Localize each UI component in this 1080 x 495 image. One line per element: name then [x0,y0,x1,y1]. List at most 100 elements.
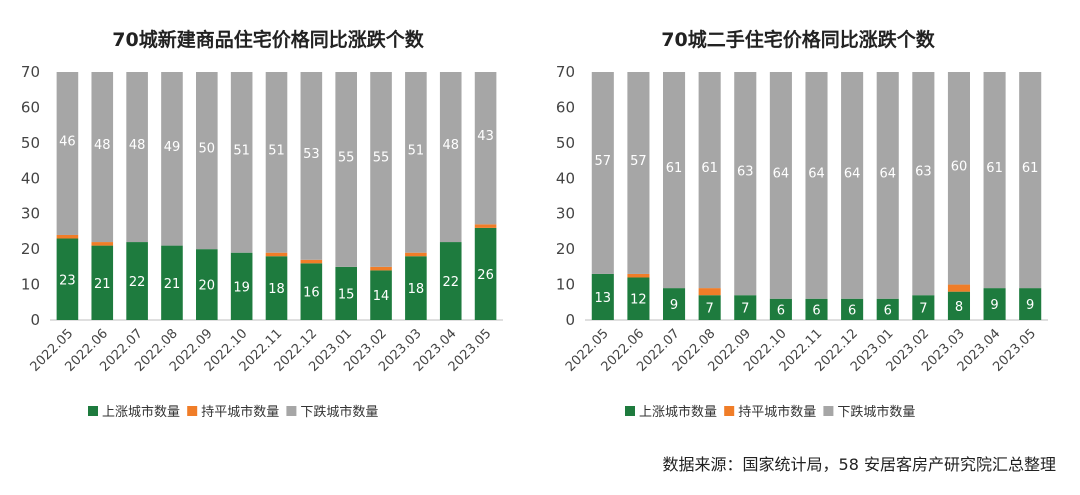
data-label: 61 [666,161,683,176]
bar-segment [474,72,497,225]
data-label: 7 [706,302,714,317]
data-label: 8 [955,300,963,315]
bar-segment [662,288,686,320]
bar-segment [1019,72,1042,289]
bar-segment [474,224,497,228]
legend-swatch [286,406,297,416]
data-label: 64 [879,166,896,181]
y-tick-label: 70 [556,63,575,81]
data-label: 48 [442,138,459,153]
bar-segment [947,284,971,292]
bar-segment [370,266,392,271]
y-tick-label: 40 [556,169,575,187]
data-label: 6 [848,303,856,318]
bar-segment [300,263,323,320]
bar-segment [161,245,183,320]
data-label: 43 [477,129,494,144]
bar-segment [769,72,792,299]
legend-label: 上涨城市数量 [102,404,180,420]
bar-segment [56,72,79,235]
data-label: 48 [129,138,146,153]
bar-segment [230,252,253,320]
legend-label: 持平城市数量 [738,404,816,420]
bar-segment [56,238,79,320]
data-label: 51 [408,143,425,158]
data-label: 51 [268,143,285,158]
bar-segment [841,72,864,299]
bar-segment [230,72,253,253]
data-label: 61 [701,161,718,176]
bar-segment [56,234,79,239]
bar-segment [627,72,650,274]
data-label: 22 [129,275,146,290]
data-label: 57 [595,154,612,169]
bar-segment [698,288,721,296]
y-tick-label: 10 [556,276,575,294]
data-label: 6 [777,303,785,318]
bar-segment [841,298,864,320]
bar-segment [805,72,828,299]
data-label: 7 [919,302,927,317]
legend-swatch [724,406,735,416]
bar-segment [126,242,148,320]
y-tick-label: 20 [21,240,40,258]
bar-segment [335,266,357,320]
data-label: 9 [1026,298,1034,313]
data-label: 64 [773,166,790,181]
y-tick-label: 30 [556,205,575,223]
legend-label: 上涨城市数量 [639,404,717,420]
bar-segment [662,72,686,289]
bar-segment [805,298,828,320]
bar-segment [734,295,757,320]
data-label: 57 [630,154,647,169]
bar-segment [591,72,614,274]
data-label: 64 [844,166,861,181]
bar-segment [405,256,427,320]
data-label: 21 [164,277,181,292]
data-label: 60 [951,159,968,174]
data-label: 23 [59,273,76,288]
data-label: 14 [373,289,390,304]
data-label: 61 [986,161,1003,176]
y-tick-label: 10 [21,276,40,294]
bar-segment [474,227,497,320]
source-note: 数据来源：国家统计局，58 安居客房产研究院汇总整理 [662,455,1056,474]
chart-title: 70城新建商品住宅价格同比涨跌个数 [112,28,424,51]
bar-segment [405,252,427,257]
data-label: 51 [233,143,250,158]
bar-segment [196,249,218,320]
data-label: 64 [808,166,825,181]
y-tick-label: 30 [21,205,40,223]
legend-label: 下跌城市数量 [837,404,915,420]
bar-segment [265,72,288,253]
data-label: 50 [199,142,216,157]
y-tick-label: 0 [30,311,40,329]
bar-segment [912,295,935,320]
data-label: 9 [990,298,998,313]
data-label: 16 [303,286,320,301]
data-label: 13 [595,291,612,306]
bar-segment [947,291,971,320]
data-label: 19 [233,280,250,295]
y-tick-label: 50 [556,134,575,152]
data-label: 9 [670,298,678,313]
data-label: 61 [1022,161,1039,176]
chart-1: 70城新建商品住宅价格同比涨跌个数01020304050607023146202… [21,28,503,420]
data-label: 63 [737,165,754,180]
data-label: 48 [94,138,111,153]
legend-swatch [625,406,635,416]
y-tick-label: 60 [21,98,40,116]
data-label: 18 [268,282,285,297]
data-label: 18 [408,282,425,297]
bar-segment [769,298,792,320]
data-label: 26 [477,268,494,283]
bar-segment [300,72,323,260]
bar-segment [91,242,114,246]
bar-segment [265,256,288,320]
bar-segment [983,72,1006,289]
bar-segment [196,72,218,250]
data-label: 15 [338,287,355,302]
data-label: 22 [442,275,459,290]
y-tick-label: 60 [556,98,575,116]
